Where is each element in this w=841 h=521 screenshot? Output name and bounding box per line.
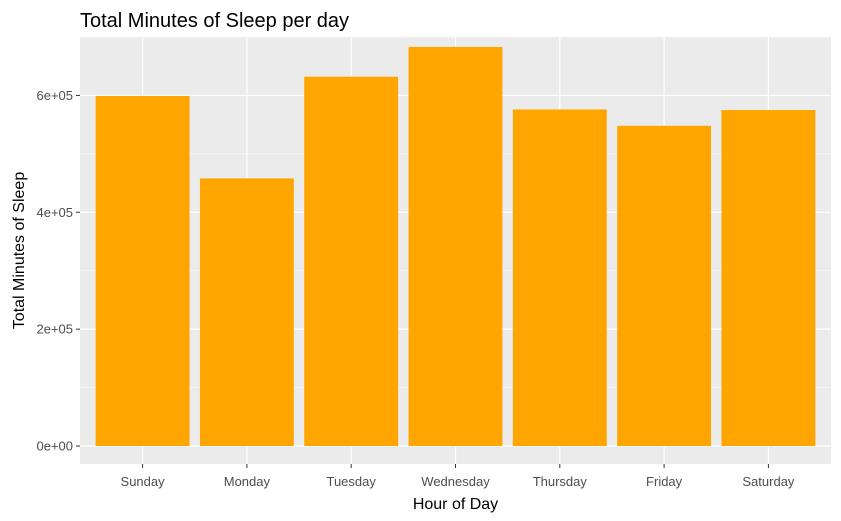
x-tick-label: Monday [224, 474, 271, 489]
x-tick-label: Saturday [742, 474, 795, 489]
x-axis-title: Hour of Day [413, 496, 498, 513]
bar-tuesday [304, 76, 399, 446]
bar-monday [199, 178, 294, 446]
bar-wednesday [408, 46, 503, 446]
bar-saturday [721, 110, 816, 447]
x-tick-label: Sunday [121, 474, 166, 489]
bar-sunday [95, 96, 190, 447]
y-axis-title: Total Minutes of Sleep [11, 172, 28, 330]
y-axis-ticks: 0e+00 2e+05 4e+05 6e+05 [36, 88, 80, 454]
y-tick-label: 2e+05 [36, 322, 73, 337]
y-tick-label: 0e+00 [36, 439, 73, 454]
x-tick-label: Wednesday [421, 474, 490, 489]
x-tick-label: Tuesday [326, 474, 376, 489]
y-tick-label: 4e+05 [36, 205, 73, 220]
chart-title: Total Minutes of Sleep per day [80, 10, 349, 32]
bar-friday [617, 125, 712, 446]
x-tick-label: Thursday [533, 474, 588, 489]
bar-thursday [512, 109, 607, 447]
x-tick-label: Friday [646, 474, 683, 489]
y-tick-label: 6e+05 [36, 88, 73, 103]
bars [95, 46, 816, 447]
x-axis-ticks: Sunday Monday Tuesday Wednesday Thursday Frid… [121, 464, 795, 489]
